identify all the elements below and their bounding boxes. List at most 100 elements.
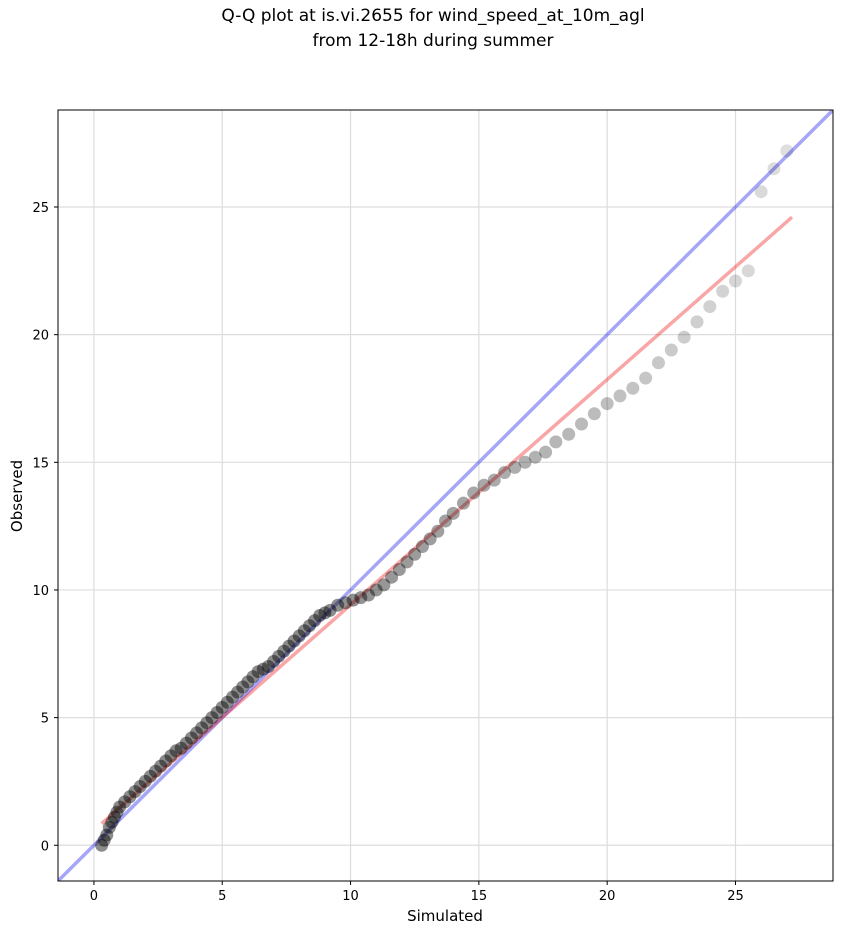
data-point	[431, 524, 445, 538]
data-point	[220, 695, 234, 709]
data-point	[267, 654, 281, 668]
plot-frame	[57, 109, 834, 882]
data-point	[626, 381, 640, 395]
data-point	[369, 583, 383, 597]
data-point	[385, 570, 399, 584]
data-point	[392, 563, 406, 577]
data-point	[110, 805, 124, 819]
data-point	[664, 343, 678, 357]
data-point	[487, 473, 501, 487]
data-point	[100, 828, 114, 842]
data-point	[613, 389, 627, 403]
data-point	[780, 144, 794, 158]
data-point	[236, 680, 250, 694]
data-point	[400, 555, 414, 569]
data-point	[169, 744, 183, 758]
data-point	[231, 685, 245, 699]
grid-lines	[58, 110, 833, 881]
data-point	[102, 820, 116, 834]
data-point	[143, 769, 157, 783]
data-point	[318, 606, 332, 620]
identity-line	[58, 110, 833, 881]
data-point	[282, 639, 296, 653]
data-point	[354, 591, 368, 605]
data-point	[210, 706, 224, 720]
data-point	[272, 649, 286, 663]
data-point	[205, 711, 219, 725]
data-point	[728, 274, 742, 288]
data-point	[562, 427, 576, 441]
data-point	[138, 774, 152, 788]
data-point	[113, 800, 127, 814]
x-tick-label: 25	[727, 889, 744, 904]
x-tick-label: 15	[471, 889, 488, 904]
reference-lines	[58, 110, 833, 881]
y-tick-label: 10	[32, 584, 49, 599]
data-point	[128, 785, 142, 799]
data-point	[415, 540, 429, 554]
data-point	[195, 721, 209, 735]
data-point	[200, 716, 214, 730]
data-point	[277, 644, 291, 658]
data-point	[408, 547, 422, 561]
data-point	[767, 162, 781, 176]
data-point	[716, 284, 730, 298]
y-tick-label: 20	[32, 329, 49, 344]
data-point	[439, 514, 452, 528]
data-point	[639, 371, 653, 385]
data-point	[754, 185, 768, 199]
data-point	[338, 596, 352, 610]
x-tick-label: 20	[599, 889, 616, 904]
data-point	[118, 795, 132, 809]
data-point	[179, 736, 193, 750]
data-point	[377, 578, 391, 592]
data-point	[446, 506, 460, 520]
y-tick-label: 5	[41, 712, 49, 727]
x-axis-ticks: 0 5 10 15 20 25	[90, 881, 744, 904]
x-tick-label: 10	[342, 889, 359, 904]
data-point	[331, 598, 345, 612]
data-point	[190, 726, 204, 740]
y-tick-label: 0	[41, 839, 49, 854]
data-point	[164, 749, 178, 763]
data-point	[246, 670, 260, 684]
data-point	[226, 690, 240, 704]
data-point	[362, 588, 376, 602]
data-point	[251, 665, 265, 679]
x-tick-label: 0	[90, 889, 98, 904]
data-point	[467, 486, 481, 500]
data-point	[346, 593, 360, 607]
data-point	[498, 466, 512, 480]
data-point	[241, 675, 255, 689]
y-tick-label: 25	[32, 201, 49, 216]
data-point	[107, 810, 121, 824]
data-point	[308, 614, 322, 628]
data-point	[575, 417, 589, 431]
chart-title: Q-Q plot at is.vi.2655 for wind_speed_at…	[221, 6, 645, 26]
x-tick-label: 5	[218, 889, 226, 904]
y-axis-ticks: 0 5 10 15 20 25	[32, 201, 58, 854]
data-point	[587, 407, 601, 421]
data-point	[323, 603, 337, 617]
x-axis-label: Simulated	[407, 907, 483, 925]
data-point	[123, 790, 137, 804]
data-point	[215, 700, 229, 714]
data-point	[154, 759, 168, 773]
data-point	[703, 300, 717, 314]
data-point	[651, 356, 665, 370]
data-point	[159, 754, 173, 768]
chart-subtitle: from 12-18h during summer	[312, 31, 554, 51]
data-point	[477, 478, 491, 492]
y-tick-label: 15	[32, 456, 49, 471]
data-point	[292, 629, 306, 643]
data-point	[287, 634, 301, 648]
data-point	[677, 330, 691, 344]
data-point	[149, 764, 163, 778]
data-point	[518, 455, 532, 469]
data-point	[297, 624, 311, 638]
data-point	[97, 833, 111, 847]
data-point	[261, 660, 275, 674]
data-point	[313, 608, 327, 622]
data-point	[95, 838, 109, 852]
data-point	[184, 731, 198, 745]
